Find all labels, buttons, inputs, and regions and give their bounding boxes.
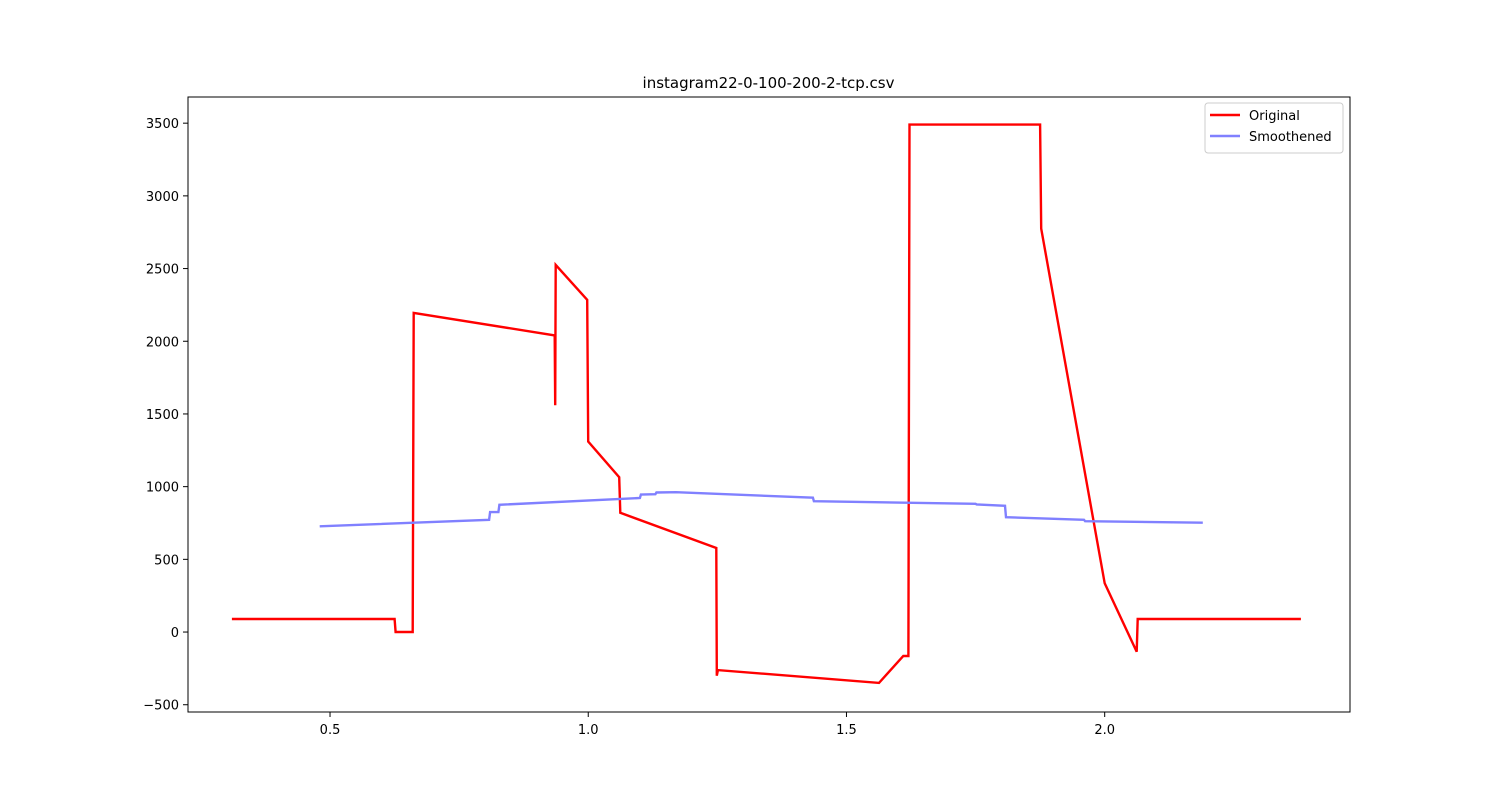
chart-title: instagram22-0-100-200-2-tcp.csv xyxy=(643,74,895,92)
x-tick-label: 2.0 xyxy=(1094,723,1115,738)
y-tick-label: 0 xyxy=(171,626,179,641)
y-tick-label: −500 xyxy=(143,699,179,714)
y-tick-label: 3500 xyxy=(146,117,179,132)
y-tick-label: 2000 xyxy=(146,335,179,350)
x-tick-label: 0.5 xyxy=(320,723,341,738)
y-axis: −500 0 500 1000 1500 2000 2500 3000 3500 xyxy=(143,117,188,714)
legend-label-smoothened: Smoothened xyxy=(1249,130,1332,145)
y-tick-label: 2500 xyxy=(146,263,179,278)
series-line-original xyxy=(231,123,1301,685)
series-line-smoothened xyxy=(319,490,1203,528)
axes-frame xyxy=(187,96,1351,713)
legend: Original Smoothened xyxy=(1204,102,1344,154)
y-tick-label: 500 xyxy=(154,553,179,568)
series-layer xyxy=(231,123,1301,685)
y-tick-label: 3000 xyxy=(146,190,179,205)
y-tick-label: 1000 xyxy=(146,481,179,496)
x-tick-label: 1.5 xyxy=(836,723,857,738)
y-tick-label: 1500 xyxy=(146,408,179,423)
x-axis: 0.5 1.0 1.5 2.0 xyxy=(320,712,1115,738)
legend-label-original: Original xyxy=(1249,109,1300,124)
x-tick-label: 1.0 xyxy=(578,723,599,738)
